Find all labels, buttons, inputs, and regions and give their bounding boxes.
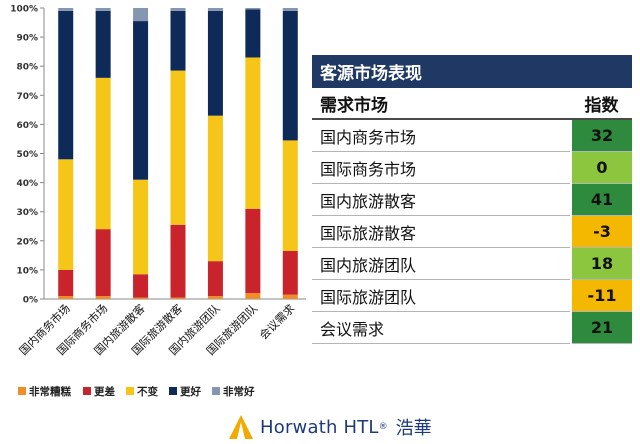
market-name: 国内旅游散客 [312, 183, 571, 216]
y-tick-label: 10% [16, 266, 38, 276]
bar-segment [170, 297, 186, 299]
bar-segment [95, 77, 111, 230]
bar-segment [95, 229, 111, 297]
bar-segment [245, 8, 261, 10]
logo-chinese: 浩華 [395, 418, 432, 439]
index-value: -11 [570, 279, 632, 312]
bar-segment [95, 10, 111, 78]
logo-mark-icon [229, 415, 253, 439]
market-name: 国内旅游团队 [312, 247, 571, 280]
y-axis: 0% 10% 20% 30% 40% 50% 60% 70% 80% 90% 100% [10, 5, 306, 306]
table-row: 国际旅游散客 -3 [312, 215, 632, 248]
table-row: 会议需求 21 [312, 311, 632, 344]
bar-segment [58, 159, 74, 270]
bar-segment [95, 8, 111, 11]
table-header-row: 需求市场 指数 [312, 88, 632, 120]
bar-segment [95, 296, 111, 299]
bars [58, 8, 298, 299]
bar-segment [170, 224, 186, 298]
y-tick-label: 50% [16, 150, 38, 160]
bar-segment [58, 8, 74, 11]
y-tick-label: 60% [16, 121, 38, 131]
market-name: 国际商务市场 [312, 151, 571, 184]
bar-segment [170, 10, 186, 71]
index-value: 21 [570, 311, 632, 344]
market-name: 国内商务市场 [312, 119, 571, 152]
table-title: 客源市场表现 [312, 55, 632, 88]
bar-segment [245, 208, 261, 294]
stacked-bar-chart: 0% 10% 20% 30% 40% 50% 60% 70% 80% 90% 100% 国内商务市场… [10, 5, 306, 398]
market-name: 国际旅游散客 [312, 215, 571, 248]
bar-segment [133, 179, 149, 275]
bar-segment [207, 8, 223, 11]
bar-segment [207, 296, 223, 299]
bar-segment [58, 269, 74, 297]
bar-segment [245, 293, 261, 299]
y-tick-label: 20% [16, 237, 38, 247]
bar-segment [133, 274, 149, 298]
index-value: 41 [570, 183, 632, 216]
table-row: 国际旅游团队 -11 [312, 279, 632, 312]
bar-segment [58, 10, 74, 160]
table-row: 国际商务市场 0 [312, 151, 632, 184]
legend-swatch [126, 387, 134, 395]
bar-segment [133, 8, 149, 22]
legend-label: 更差 [94, 385, 115, 398]
index-value: 0 [570, 151, 632, 184]
legend-swatch [18, 387, 26, 395]
bar-segment [282, 8, 298, 11]
index-value: 18 [570, 247, 632, 280]
bar-segment [170, 70, 186, 225]
header-market: 需求市场 [312, 88, 571, 120]
y-tick-label: 30% [16, 208, 38, 218]
bar-segment [207, 261, 223, 297]
y-tick-label: 70% [16, 92, 38, 102]
legend-swatch [83, 387, 91, 395]
bar-segment [282, 250, 298, 295]
bar-segment [282, 294, 298, 299]
legend-swatch [169, 387, 177, 395]
legend-label: 非常好 [223, 385, 255, 398]
table-row: 国内商务市场 32 [312, 119, 632, 152]
legend-label: 不变 [137, 385, 158, 398]
logo-brand: Horwath HTL [260, 416, 379, 438]
y-tick-label: 100% [10, 5, 38, 15]
horwath-logo: Horwath HTL ® 浩華 [228, 414, 432, 440]
bar-segment [133, 21, 149, 180]
index-value: -3 [570, 215, 632, 248]
bar-segment [245, 9, 261, 58]
bar-segment [133, 297, 149, 299]
y-tick-label: 80% [16, 63, 38, 73]
index-value: 32 [570, 119, 632, 152]
bar-segment [282, 10, 298, 141]
market-name: 国际旅游团队 [312, 279, 571, 312]
x-tick-label: 会议需求 [257, 302, 297, 342]
bar-segment [207, 115, 223, 262]
bar-segment [207, 10, 223, 116]
legend-swatch [212, 387, 220, 395]
legend-label: 非常糟糕 [29, 385, 71, 398]
logo-registered-mark: ® [378, 422, 388, 432]
bar-segment [170, 8, 186, 11]
market-performance-table: 客源市场表现 需求市场 指数 国内商务市场 32 国际商务市场 0 国内旅游散客… [312, 55, 632, 344]
header-index: 指数 [571, 88, 632, 120]
legend-label: 更好 [180, 385, 201, 398]
table-title-row: 客源市场表现 [312, 55, 632, 88]
bar-segment [58, 296, 74, 299]
y-tick-label: 90% [16, 34, 38, 44]
y-tick-label: 40% [16, 179, 38, 189]
bar-segment [245, 57, 261, 209]
market-name: 会议需求 [312, 311, 571, 344]
table-row: 国内旅游散客 41 [312, 183, 632, 216]
table-row: 国内旅游团队 18 [312, 247, 632, 280]
y-tick-label: 0% [23, 296, 38, 306]
legend: 非常糟糕 更差 不变 更好 非常好 [18, 385, 255, 398]
bar-segment [282, 140, 298, 251]
